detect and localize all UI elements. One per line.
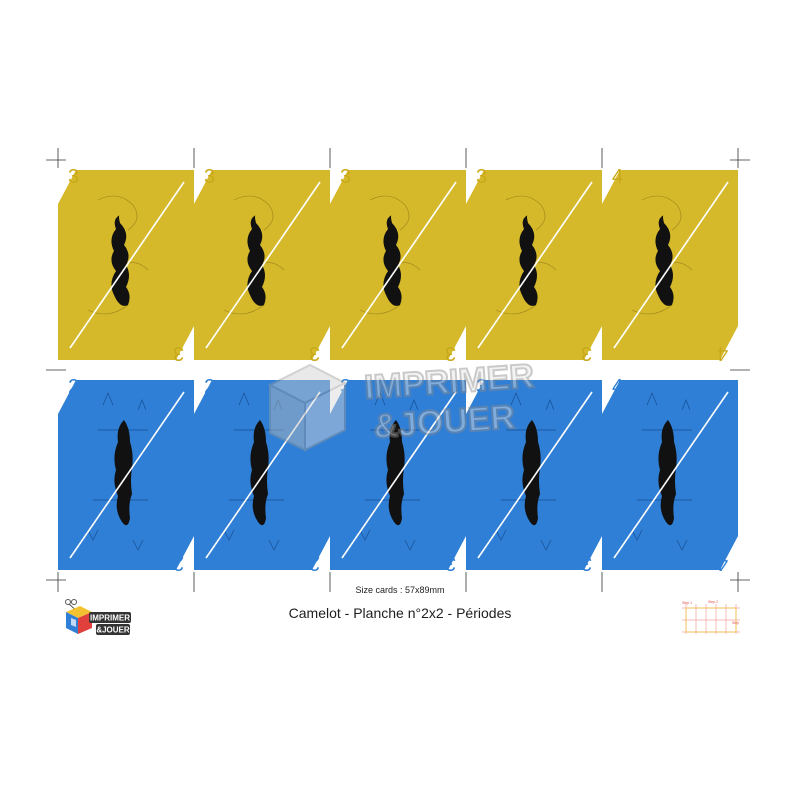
card-art [330,170,466,360]
card-value-top: 4 [612,166,624,188]
card-art [466,170,602,360]
card-value-bottom: 2 [308,552,320,574]
card-value-bottom: 3 [580,342,592,364]
card-art [602,170,738,360]
svg-text:Step 2: Step 2 [708,600,718,604]
card-value-bottom: 4 [716,552,728,574]
cutting-steps-diagram: Step 1 Step 2 Step 3 [682,600,740,634]
card-value-top: 3 [204,166,216,188]
card-size-label: Size cards : 57x89mm [355,585,445,595]
card-art [330,380,466,570]
card-art [58,170,194,360]
card-value-top: 3 [476,166,488,188]
card-value-bottom: 3 [444,342,456,364]
card-value-bottom: 3 [444,552,456,574]
svg-text:Step 3: Step 3 [732,621,740,625]
svg-text:Step 1: Step 1 [682,601,692,605]
card-art [466,380,602,570]
card-value-bottom: 3 [580,552,592,574]
card-value-top: 4 [612,376,624,398]
card-art [602,380,738,570]
svg-text:&JOUER: &JOUER [96,626,130,635]
card-value-top: 3 [340,376,352,398]
card-value-top: 3 [68,166,80,188]
card-art [194,170,330,360]
card-value-top: 3 [340,166,352,188]
svg-text:IMPRIMER: IMPRIMER [90,614,130,623]
imprimer-jouer-logo: IMPRIMER &JOUER [65,599,131,635]
card-value-bottom: 4 [716,342,728,364]
card-value-top: 3 [476,376,488,398]
sheet-caption: Camelot - Planche n°2x2 - Périodes [288,605,512,621]
card-art [58,380,194,570]
card-value-bottom: 3 [172,342,184,364]
cube-icon [66,606,92,634]
card-value-bottom: 3 [308,342,320,364]
card-value-bottom: 2 [172,552,184,574]
card-value-top: 2 [68,376,80,398]
card-art [194,380,330,570]
card-value-top: 2 [204,376,216,398]
